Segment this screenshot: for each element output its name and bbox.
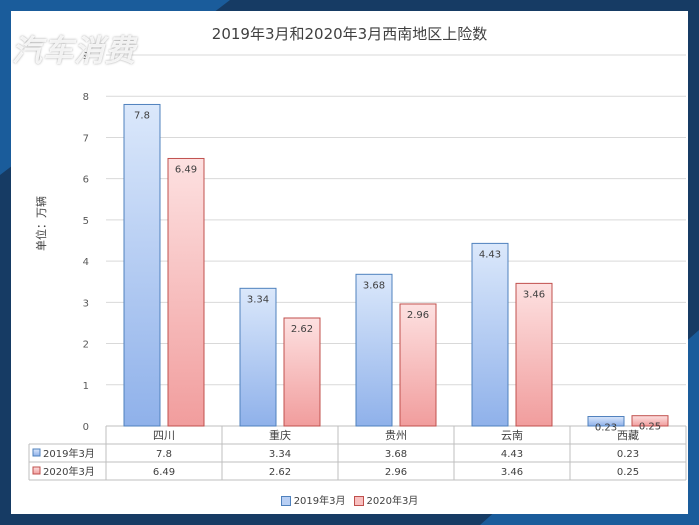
table-cell: 6.49 — [153, 467, 175, 478]
x-tick-label: 西藏 — [617, 429, 639, 442]
legend-label: 2019年3月 — [293, 496, 346, 507]
watermark-logo: 汽车消费 — [12, 34, 136, 69]
chart-area: 0 1 2 3 4 5 6 7 8 9 7.8 3.34 3.68 4.43 0.23 6.49 2.62 2.9… — [11, 11, 688, 514]
y-tick-label: 7 — [83, 133, 89, 144]
table-legend-swatch — [32, 448, 41, 457]
table-cell: 4.43 — [501, 449, 523, 460]
y-tick-label: 1 — [83, 381, 89, 392]
legend-swatch — [280, 496, 291, 506]
x-tick-label: 四川 — [153, 429, 175, 442]
chart-title: 2019年3月和2020年3月西南地区上险数 — [211, 25, 488, 43]
table-series-name: 2019年3月 — [43, 447, 95, 460]
x-tick-label: 重庆 — [269, 428, 291, 442]
y-tick-label: 4 — [83, 257, 89, 268]
plot-area: 0 1 2 3 4 5 6 7 8 9 7.8 3.34 3.68 4.43 0.23 6.49 2.62 2.9… — [28, 51, 687, 481]
bar — [399, 303, 437, 427]
table-cell: 3.68 — [385, 449, 407, 460]
x-tick-label: 云南 — [501, 429, 523, 442]
y-tick-label: 6 — [83, 175, 89, 186]
table-cell: 0.23 — [617, 449, 639, 460]
y-tick-label: 5 — [83, 216, 89, 227]
bar — [515, 282, 553, 427]
x-tick-label: 贵州 — [385, 429, 407, 442]
legend: 2019年3月 2020年3月 — [11, 492, 688, 507]
data-label: 2.62 — [291, 324, 313, 335]
bar — [355, 273, 393, 427]
table-cell: 2.62 — [269, 467, 291, 478]
data-label: 7.8 — [134, 110, 150, 121]
data-label: 6.49 — [175, 164, 197, 175]
y-tick-label: 0 — [83, 422, 89, 433]
data-label: 4.43 — [479, 249, 501, 260]
data-label: 0.25 — [639, 422, 661, 433]
legend-label: 2020年3月 — [366, 496, 419, 507]
bar — [283, 317, 321, 427]
y-tick-label: 8 — [83, 92, 89, 103]
table-cell: 0.25 — [617, 467, 639, 478]
table-cell: 3.34 — [269, 449, 291, 460]
data-label: 3.68 — [363, 280, 385, 291]
bar — [631, 415, 669, 427]
table-cell: 2.96 — [385, 467, 407, 478]
y-tick-label: 3 — [83, 298, 89, 309]
y-axis-label: 单位：万辆 — [35, 196, 48, 251]
bar — [471, 242, 509, 427]
bar — [239, 287, 277, 427]
y-tick-label: 9 — [83, 51, 89, 62]
table-cell: 7.8 — [156, 449, 172, 460]
y-tick-label: 2 — [83, 340, 89, 351]
table-cell: 3.46 — [501, 467, 523, 478]
legend-item: 2019年3月 — [280, 492, 346, 507]
data-label: 0.23 — [595, 423, 617, 434]
bar — [587, 416, 625, 427]
data-label: 3.46 — [523, 289, 545, 300]
bar — [167, 157, 205, 427]
table-legend-swatch — [32, 466, 41, 475]
legend-swatch — [353, 496, 364, 506]
data-label: 2.96 — [407, 310, 429, 321]
legend-item: 2020年3月 — [353, 492, 419, 507]
table-series-name: 2020年3月 — [43, 465, 95, 478]
bar — [123, 103, 161, 427]
data-label: 3.34 — [247, 294, 269, 305]
